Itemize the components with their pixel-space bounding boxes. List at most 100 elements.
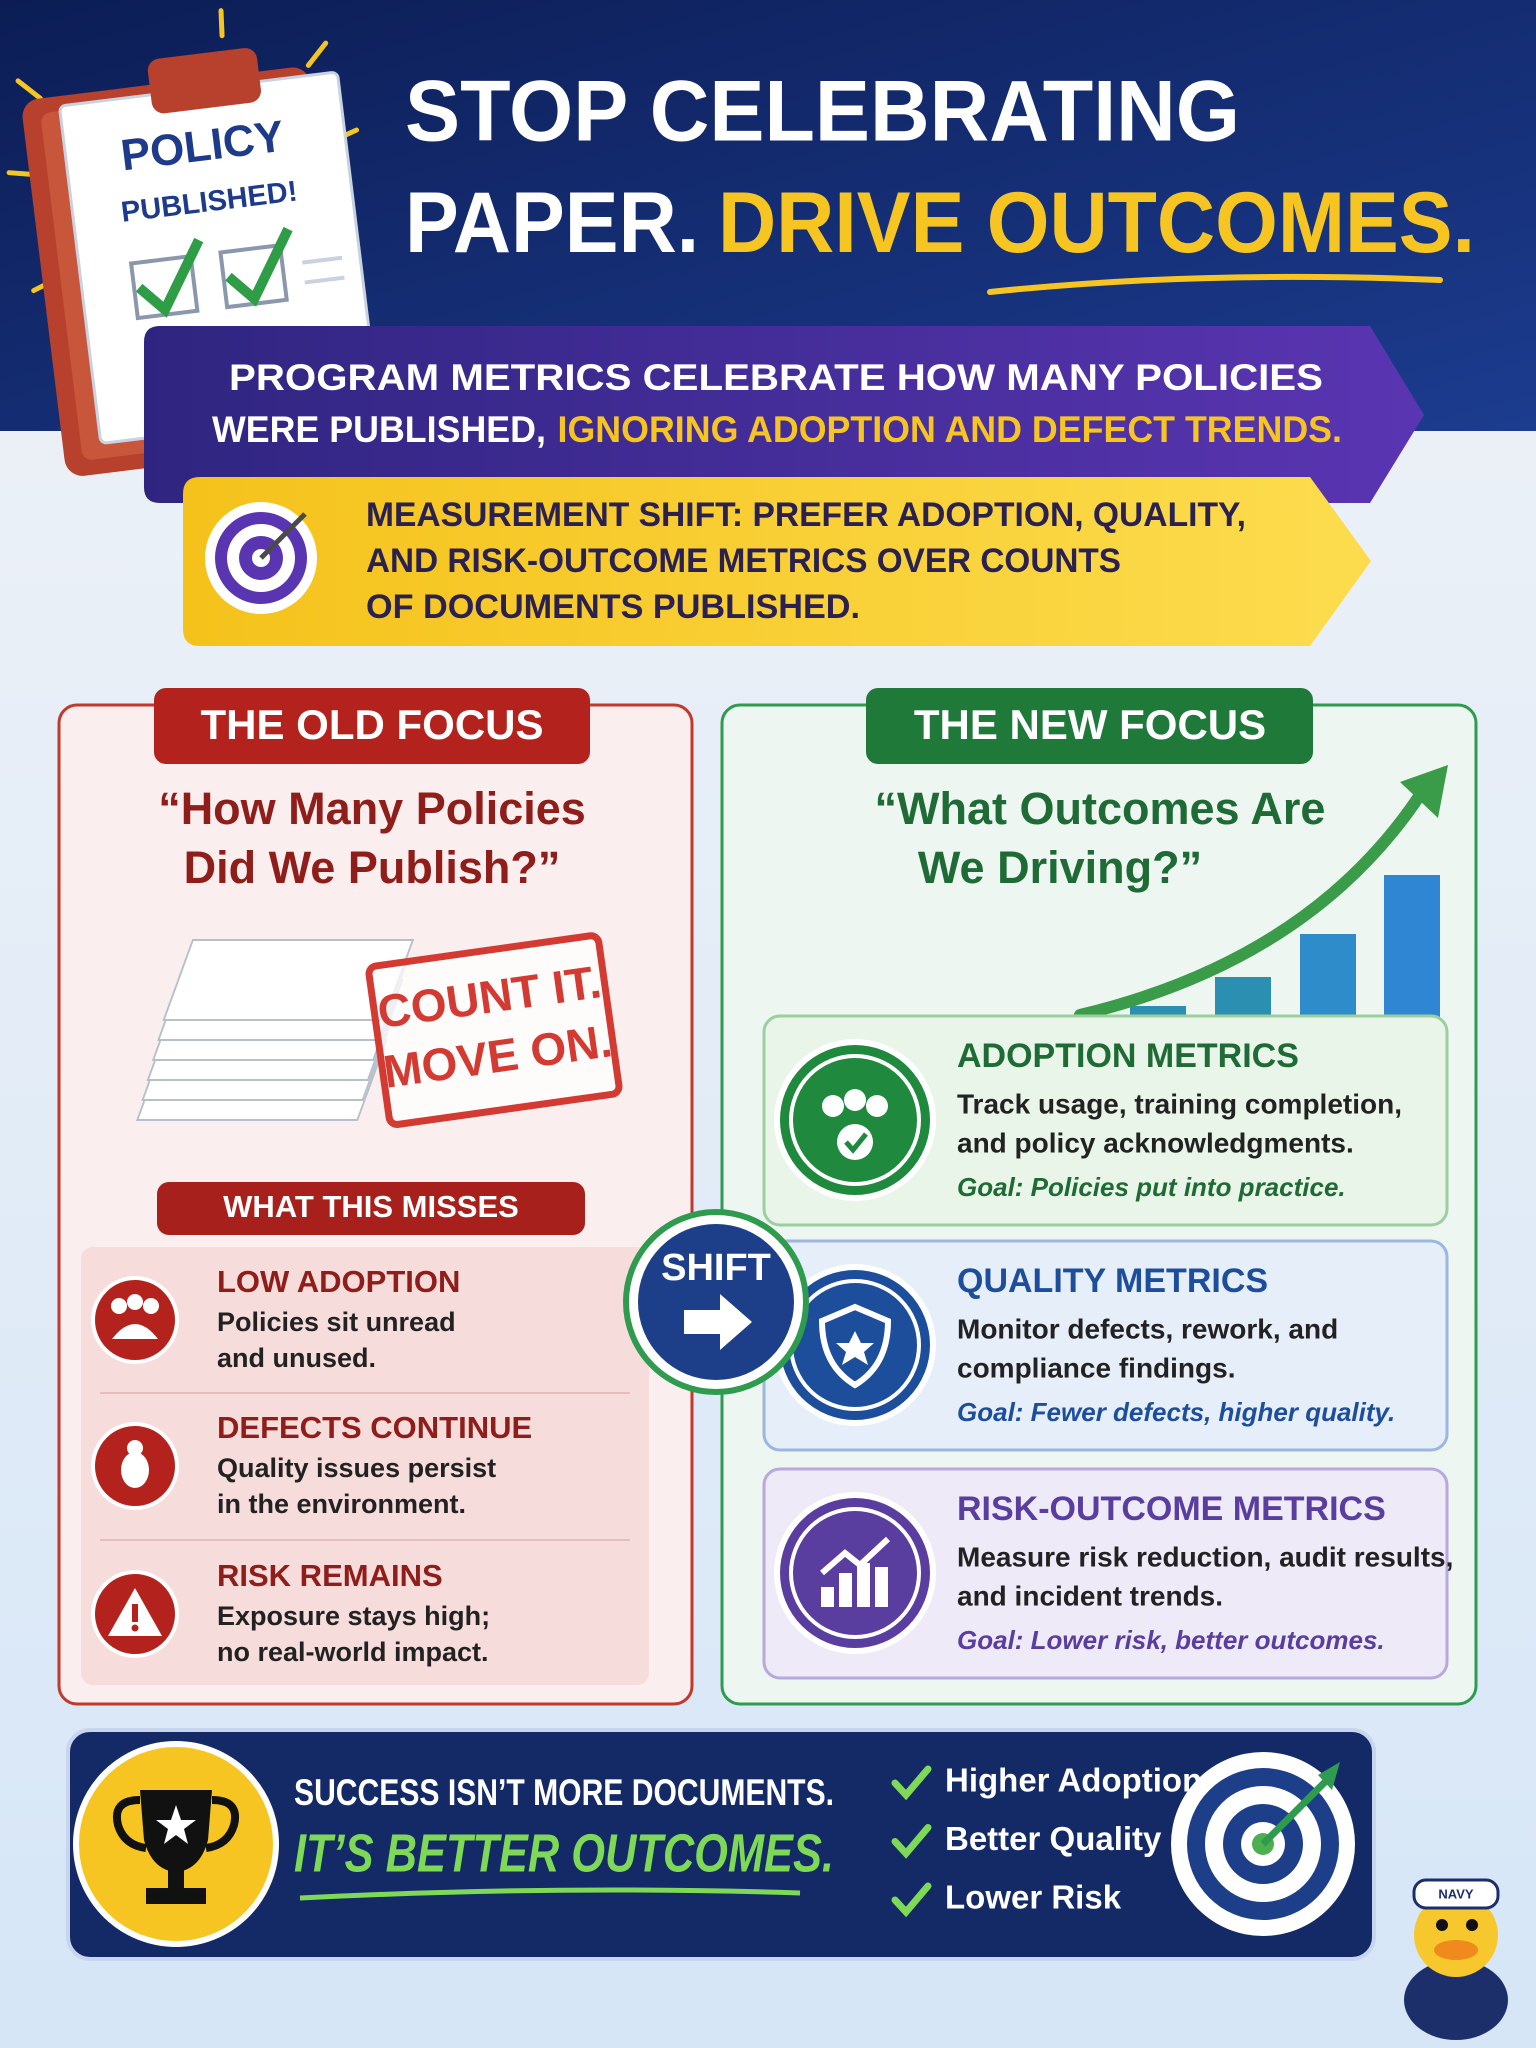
title-line1: STOP CELEBRATING	[405, 64, 1240, 160]
metric-icon-ring	[789, 1054, 921, 1186]
mascot	[1436, 1919, 1448, 1931]
sunburst	[305, 40, 329, 68]
stamp	[365, 932, 623, 1128]
misses-list	[81, 1247, 649, 1685]
metric-desc: and incident trends.	[957, 1580, 1223, 1611]
paper-stack	[135, 939, 415, 1121]
miss-desc: Policies sit unread	[217, 1307, 456, 1337]
checkboxes	[302, 255, 343, 265]
stamp: COUNT IT. MOVE ON.	[365, 932, 623, 1128]
metric-icon-glyph	[820, 1536, 891, 1576]
miss-desc: in the environment.	[217, 1489, 466, 1519]
target-icon	[259, 512, 307, 560]
trophy-icon	[113, 1796, 147, 1852]
clipboard-clip	[147, 48, 261, 114]
shift-line2: AND RISK-OUTCOME METRICS OVER COUNTS	[366, 542, 1121, 580]
trophy-icon	[73, 1741, 279, 1947]
miss-icon-glyph	[127, 1294, 143, 1310]
metric-icon-glyph	[822, 1095, 844, 1117]
shift-line3: OF DOCUMENTS PUBLISHED.	[366, 588, 860, 626]
metric-goal: Goal: Fewer defects, higher quality.	[957, 1397, 1395, 1427]
new-question-line1: “What Outcomes Are	[875, 783, 1326, 834]
mascot	[1404, 1960, 1508, 2040]
shift-badge: SHIFT	[623, 1209, 809, 1395]
miss-title: LOW ADOPTION	[217, 1264, 460, 1299]
footer-underline	[299, 1887, 801, 1901]
shift-label: SHIFT	[661, 1247, 771, 1289]
old-focus-header	[154, 688, 590, 764]
metric-icon-glyph	[839, 1573, 852, 1607]
checkboxes	[304, 275, 345, 285]
new-focus-header	[866, 688, 1313, 764]
miss-icon-glyph	[127, 1440, 143, 1456]
target-badge	[1260, 1779, 1328, 1847]
mascot	[1466, 1919, 1478, 1931]
trophy-icon	[156, 1805, 196, 1844]
metric-desc: Measure risk reduction, audit results,	[957, 1541, 1453, 1572]
metric-title: ADOPTION METRICS	[957, 1037, 1299, 1075]
trophy-icon	[205, 1796, 239, 1852]
checklist-item: Better Quality	[945, 1820, 1162, 1857]
metric-icon	[774, 1492, 936, 1654]
trophy-icon	[168, 1870, 184, 1890]
title-plain: PAPER.	[405, 175, 699, 271]
metric-icon-glyph	[844, 1132, 868, 1154]
check-mark	[891, 1824, 932, 1859]
metric-cards: ADOPTION METRICS Track usage, training co…	[762, 1014, 1453, 1680]
check-mark	[891, 1765, 932, 1801]
checklist-item: Higher Adoption	[945, 1762, 1202, 1799]
miss-icon-glyph	[143, 1298, 159, 1314]
metric-goal: Goal: Lower risk, better outcomes.	[957, 1625, 1385, 1655]
metric-card	[762, 1014, 1449, 1227]
new-focus-title: THE NEW FOCUS	[914, 701, 1266, 748]
sunburst	[15, 78, 43, 101]
growth-arrow	[1400, 765, 1448, 818]
metric-desc: Track usage, training completion,	[957, 1088, 1402, 1119]
miss-icon	[91, 1276, 179, 1364]
growth-arrow	[1074, 789, 1426, 1021]
footer-line2: IT’S BETTER OUTCOMES.	[294, 1823, 834, 1883]
checklist: Higher Adoption Better Quality Lower Risk	[891, 1762, 1202, 1918]
growth-bars	[1300, 934, 1356, 1026]
metric-icon-glyph	[866, 1095, 888, 1117]
growth-arrow	[1074, 765, 1448, 1021]
checklist-item: Lower Risk	[945, 1879, 1122, 1916]
misses-title: WHAT THIS MISSES	[223, 1189, 519, 1224]
sunburst	[218, 8, 225, 39]
footer-panel	[66, 1728, 1376, 1961]
metric-icon-glyph	[836, 1331, 874, 1365]
metric-icon-glyph	[837, 1124, 873, 1160]
shift-line1: MEASUREMENT SHIFT: PREFER ADOPTION, QUAL…	[366, 496, 1246, 534]
title-underline	[987, 273, 1443, 295]
metric-icon-glyph	[857, 1563, 870, 1607]
trophy-icon	[146, 1888, 206, 1904]
miss-desc: Exposure stays high;	[217, 1601, 490, 1631]
banner-highlight: IGNORING ADOPTION AND DEFECT TRENDS.	[558, 409, 1342, 450]
banner-line1: PROGRAM METRICS CELEBRATE HOW MANY POLIC…	[229, 357, 1323, 398]
miss-desc: and unused.	[217, 1343, 376, 1373]
miss-icon-glyph	[111, 1298, 127, 1314]
new-question-line2: We Driving?”	[918, 842, 1202, 893]
old-focus-title: THE OLD FOCUS	[201, 701, 544, 748]
miss-title: RISK REMAINS	[217, 1558, 443, 1593]
checkboxes	[128, 226, 345, 321]
mascot-hat-label: NAVY	[1438, 1886, 1473, 1901]
metric-icon-glyph	[875, 1567, 888, 1607]
miss-title: DEFECTS CONTINUE	[217, 1410, 532, 1445]
miss-desc: no real-world impact.	[217, 1637, 489, 1667]
mascot: NAVY	[1404, 1878, 1508, 2040]
title-highlight: DRIVE OUTCOMES.	[718, 175, 1475, 271]
metric-icon	[774, 1039, 936, 1201]
metric-icon-glyph	[818, 1303, 892, 1389]
metric-icon-glyph	[821, 1587, 834, 1607]
metric-goal: Goal: Policies put into practice.	[957, 1172, 1346, 1202]
metric-title: QUALITY METRICS	[957, 1262, 1268, 1300]
banner-line2: WERE PUBLISHED, IGNORING ADOPTION AND DEF…	[212, 409, 1342, 450]
miss-icon-glyph	[132, 1604, 138, 1622]
metric-desc: Monitor defects, rework, and	[957, 1313, 1338, 1344]
misses-header	[157, 1182, 585, 1235]
shift-badge	[638, 1224, 794, 1380]
miss-icon-glyph	[121, 1452, 149, 1488]
